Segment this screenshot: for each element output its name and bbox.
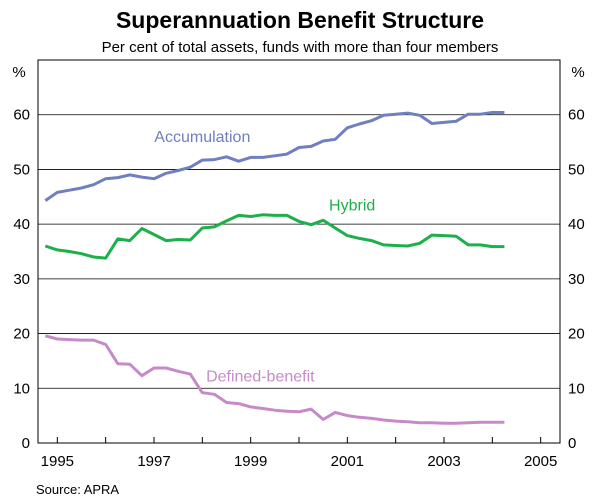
x-tick-label: 2005 xyxy=(524,453,557,470)
series-line-accumulation xyxy=(44,111,505,202)
y-tick-label-left: 0 xyxy=(22,435,30,452)
series-lines xyxy=(44,111,505,425)
series-labels: Accumulation Hybrid Defined-benefit xyxy=(154,129,375,386)
y-tick-label-left: 50 xyxy=(13,161,30,178)
series-label-hybrid: Hybrid xyxy=(329,197,375,214)
y-tick-label-left: 20 xyxy=(13,326,30,343)
source-note: Source: APRA xyxy=(36,482,119,497)
x-tick-label: 2003 xyxy=(427,453,460,470)
y-tick-label-right: 20 xyxy=(568,326,585,343)
x-tick-label: 1999 xyxy=(234,453,267,470)
series-label-accumulation: Accumulation xyxy=(154,129,250,146)
x-axis-ticks: 1995 1997 1999 2001 2003 2005 xyxy=(41,437,557,470)
chart-subtitle: Per cent of total assets, funds with mor… xyxy=(102,39,499,56)
x-tick-label: 1997 xyxy=(137,453,170,470)
y-axis-unit-right: % xyxy=(571,64,584,81)
chart-title: Superannuation Benefit Structure xyxy=(116,7,484,33)
series-label-defined-benefit: Defined-benefit xyxy=(206,369,315,386)
y-tick-label-right: 30 xyxy=(568,271,585,288)
y-tick-label-left: 30 xyxy=(13,271,30,288)
y-tick-label-left: 60 xyxy=(13,107,30,124)
y-tick-label-right: 10 xyxy=(568,380,585,397)
y-tick-label-right: 60 xyxy=(568,107,585,124)
series-line-hybrid xyxy=(44,213,505,260)
y-tick-label-right: 50 xyxy=(568,161,585,178)
y-tick-label-right: 0 xyxy=(568,435,576,452)
y-tick-label-left: 10 xyxy=(13,380,30,397)
y-tick-labels-left: 0 10 20 30 40 50 60 xyxy=(13,107,30,452)
y-tick-label-right: 40 xyxy=(568,216,585,233)
series-line-defined-benefit xyxy=(44,334,505,425)
y-tick-label-left: 40 xyxy=(13,216,30,233)
y-axis-unit-left: % xyxy=(12,64,25,81)
gridlines xyxy=(38,114,560,389)
x-tick-label: 2001 xyxy=(331,453,364,470)
x-tick-label: 1995 xyxy=(41,453,74,470)
y-tick-labels-right: 0 10 20 30 40 50 60 xyxy=(568,107,585,452)
